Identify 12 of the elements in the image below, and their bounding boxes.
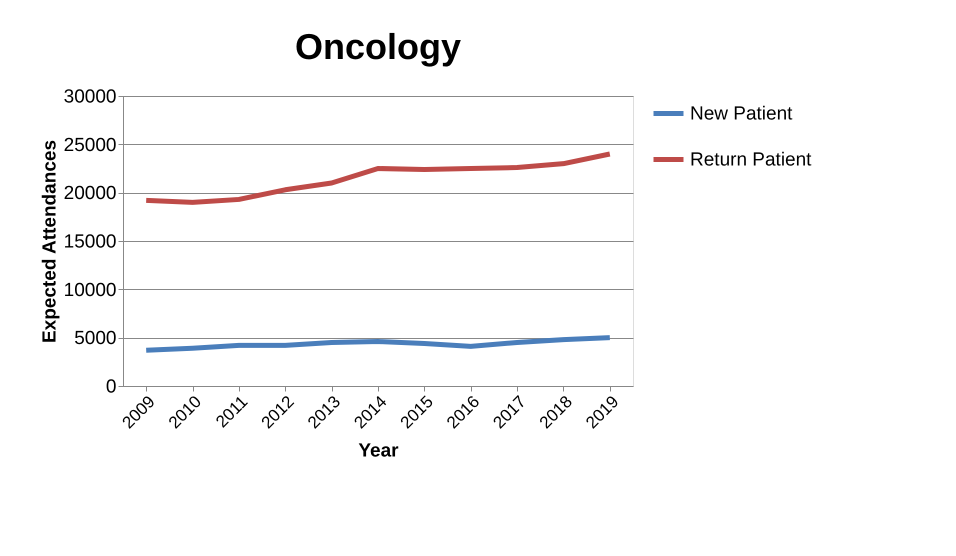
y-axis-title: Expected Attendances <box>40 140 61 344</box>
y-tick-label: 15000 <box>64 232 116 252</box>
x-axis-title: Year <box>358 440 400 462</box>
y-tick-label: 10000 <box>64 280 116 301</box>
legend-label: Return Patient <box>690 150 812 170</box>
chart-title: Oncology <box>294 26 462 67</box>
y-tick-label: 25000 <box>64 134 116 156</box>
y-tick-label: 30000 <box>64 86 116 108</box>
y-tick-label: 5000 <box>74 328 116 350</box>
legend-label: New Patient <box>690 104 794 124</box>
y-tick-label: 0 <box>106 376 116 398</box>
y-tick-label: 20000 <box>64 183 116 204</box>
